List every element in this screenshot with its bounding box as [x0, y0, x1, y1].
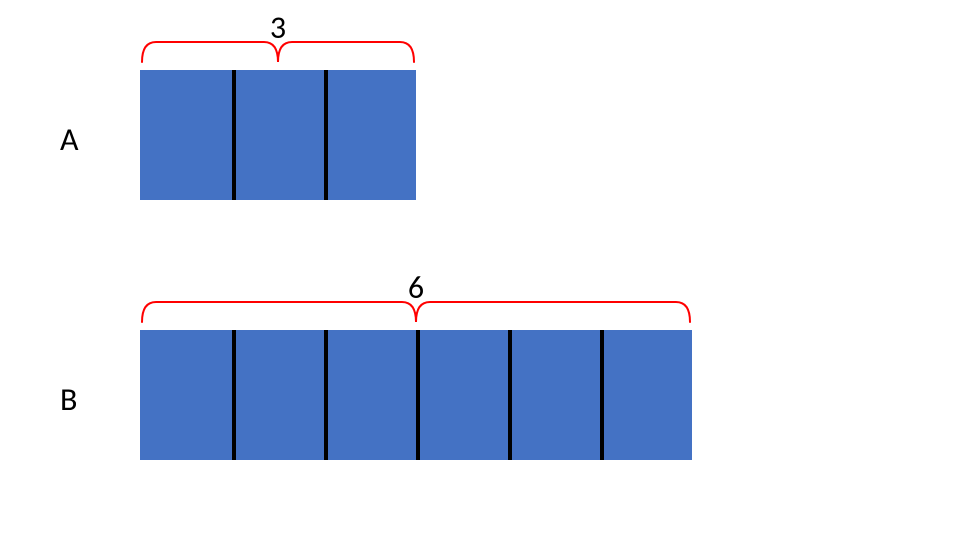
bar-cell [416, 330, 508, 460]
bar-cell [140, 70, 232, 200]
bar-cell [600, 330, 692, 460]
bar-cell [324, 70, 416, 200]
bar-cell [508, 330, 600, 460]
brace-b [140, 300, 692, 329]
brace-icon [140, 40, 416, 64]
bar-a [140, 70, 416, 200]
brace-icon [140, 300, 692, 324]
bar-cell [232, 330, 324, 460]
brace-a [140, 40, 416, 69]
bar-cell [232, 70, 324, 200]
row-label-b: B [60, 380, 77, 419]
bar-cell [324, 330, 416, 460]
bar-b [140, 330, 692, 460]
row-label-a: A [60, 120, 79, 159]
diagram-stage: A3B6 [0, 0, 960, 540]
bar-cell [140, 330, 232, 460]
